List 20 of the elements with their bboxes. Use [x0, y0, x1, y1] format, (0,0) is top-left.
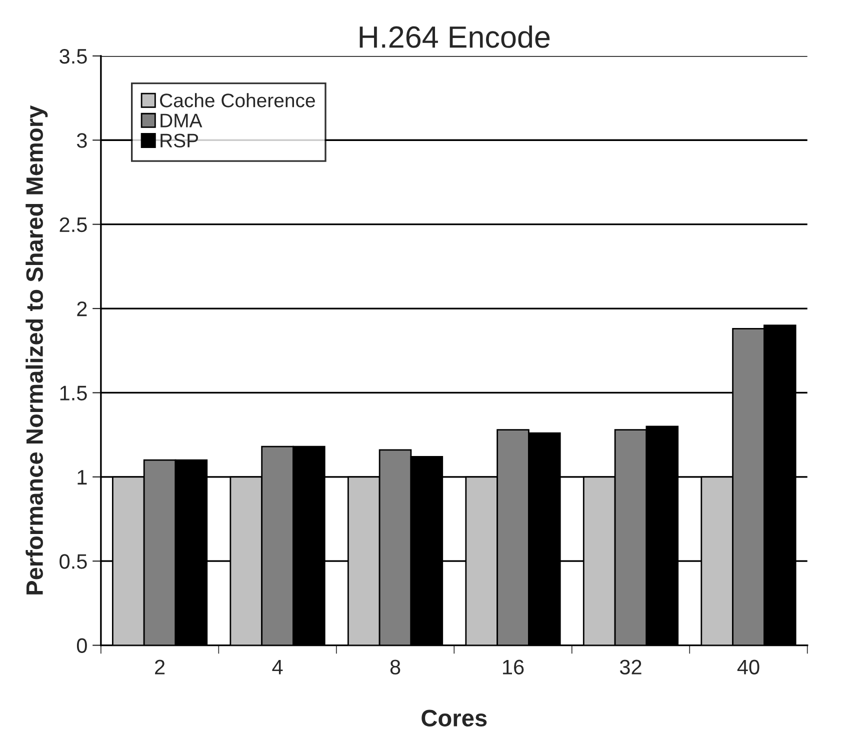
y-tick-label: 1: [78, 470, 87, 484]
x-tick-label: 16: [503, 660, 524, 674]
y-tick-label: 3.5: [60, 48, 87, 64]
legend-label: DMA: [160, 114, 202, 128]
legend-label: Cache Coherence: [160, 93, 315, 108]
chart-title: H.264 Encode: [360, 25, 550, 48]
y-tick-label: 1.5: [60, 386, 87, 400]
x-axis-title: Cores: [422, 710, 487, 726]
x-tick-label: 4: [272, 660, 283, 674]
y-tick-label: 3: [76, 133, 87, 148]
y-tick-label: 2.5: [60, 217, 87, 232]
y-tick-label: 0.5: [60, 554, 87, 569]
y-tick-label: 2: [77, 302, 87, 316]
x-tick-label: 2: [155, 660, 165, 674]
legend-label: RSP: [160, 134, 198, 148]
y-tick-label: 0: [76, 638, 87, 654]
y-axis-title: Performance Normalized to Shared Memory: [26, 105, 48, 594]
x-tick-label: 40: [737, 660, 760, 674]
x-tick-label: 8: [390, 660, 400, 674]
x-tick-label: 32: [620, 660, 642, 674]
